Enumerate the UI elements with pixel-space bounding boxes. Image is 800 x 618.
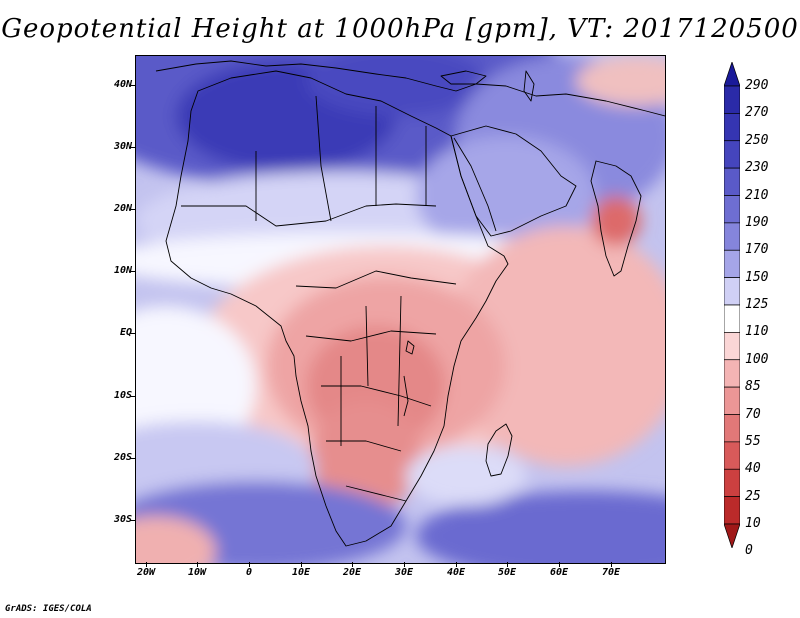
colorbar-swatch bbox=[724, 85, 740, 114]
lat-tick bbox=[130, 85, 135, 86]
lon-tick bbox=[301, 562, 302, 567]
colorbar-level-label: 150 bbox=[745, 269, 769, 285]
lat-label-20s: 20S bbox=[113, 452, 132, 463]
colorbar-swatch bbox=[724, 468, 740, 497]
lat-label-30n: 30N bbox=[113, 141, 132, 152]
lat-tick bbox=[130, 458, 135, 459]
lon-label-10e: 10E bbox=[291, 567, 311, 578]
colorbar-level-label: 270 bbox=[745, 105, 769, 121]
colorbar-swatch bbox=[724, 140, 740, 169]
colorbar-swatch bbox=[724, 249, 740, 278]
colorbar-level-label: 170 bbox=[745, 242, 769, 258]
lat-tick bbox=[130, 271, 135, 272]
colorbar-level-label: 40 bbox=[745, 461, 761, 477]
colorbar-level-label: 210 bbox=[745, 187, 769, 203]
colorbar-swatch bbox=[724, 113, 740, 142]
colorbar-swatch bbox=[724, 414, 740, 443]
lat-tick bbox=[130, 147, 135, 148]
lat-label-10n: 10N bbox=[113, 265, 132, 276]
lon-tick bbox=[507, 562, 508, 567]
lon-tick bbox=[611, 562, 612, 567]
lon-label-60e: 60E bbox=[549, 567, 569, 578]
colorbar-level-label: 100 bbox=[745, 351, 769, 367]
colorbar-level-label: 290 bbox=[745, 78, 769, 93]
lon-label-70e: 70E bbox=[601, 567, 621, 578]
lat-tick bbox=[130, 396, 135, 397]
colorbar-swatch bbox=[724, 523, 740, 548]
map-panel[interactable] bbox=[135, 55, 666, 564]
lon-tick bbox=[249, 562, 250, 567]
lat-label-40n: 40N bbox=[113, 79, 132, 90]
colorbar-swatch bbox=[724, 441, 740, 470]
grads-credit: GrADS: IGES/COLA bbox=[5, 604, 92, 614]
lon-tick bbox=[197, 562, 198, 567]
colorbar-swatch bbox=[724, 277, 740, 306]
colorbar-level-label: 230 bbox=[745, 160, 769, 176]
colorbar-swatch bbox=[724, 62, 740, 87]
lat-tick bbox=[130, 520, 135, 521]
colorbar-swatch bbox=[724, 304, 740, 333]
lon-tick bbox=[404, 562, 405, 567]
colorbar-swatch bbox=[724, 195, 740, 224]
lat-label-eq: EQ bbox=[119, 327, 132, 338]
lat-label-10s: 10S bbox=[113, 390, 132, 401]
lon-tick bbox=[146, 562, 147, 567]
colorbar-swatch bbox=[724, 359, 740, 388]
colorbar-level-label: 125 bbox=[745, 297, 769, 312]
colorbar-level-label: 70 bbox=[745, 406, 761, 422]
colorbar-level-label: 55 bbox=[745, 433, 761, 449]
colorbar-level-label: 190 bbox=[745, 214, 769, 230]
lon-label-40e: 40E bbox=[446, 567, 466, 578]
lon-tick bbox=[352, 562, 353, 567]
colorbar bbox=[724, 62, 740, 548]
colorbar-level-label: 85 bbox=[745, 379, 761, 395]
lat-tick bbox=[130, 209, 135, 210]
lon-tick bbox=[456, 562, 457, 567]
lon-tick bbox=[559, 562, 560, 567]
geopotential-field bbox=[136, 56, 665, 563]
lat-label-30s: 30S bbox=[113, 514, 132, 525]
lon-label-30e: 30E bbox=[394, 567, 414, 578]
lat-label-20n: 20N bbox=[113, 203, 132, 214]
colorbar-level-label: 250 bbox=[745, 132, 769, 148]
lon-label-0: 0 bbox=[245, 567, 253, 578]
colorbar-level-label: 0 bbox=[745, 543, 753, 559]
colorbar-swatch bbox=[724, 386, 740, 415]
colorbar-level-label: 25 bbox=[745, 488, 761, 504]
colorbar-swatch bbox=[724, 496, 740, 525]
lon-label-20e: 20E bbox=[342, 567, 362, 578]
colorbar-swatch bbox=[724, 332, 740, 361]
colorbar-swatch bbox=[724, 167, 740, 196]
lat-tick bbox=[130, 333, 135, 334]
colorbar-level-label: 110 bbox=[745, 324, 769, 340]
map-title: Geopotential Height at 1000hPa [gpm], VT… bbox=[1, 14, 799, 44]
colorbar-swatch bbox=[724, 222, 740, 251]
lon-label-10w: 10W bbox=[187, 567, 207, 578]
coastline-outline bbox=[155, 60, 665, 547]
colorbar-level-label: 10 bbox=[745, 516, 761, 531]
lon-label-20w: 20W bbox=[136, 567, 156, 578]
lon-label-50e: 50E bbox=[497, 567, 517, 578]
